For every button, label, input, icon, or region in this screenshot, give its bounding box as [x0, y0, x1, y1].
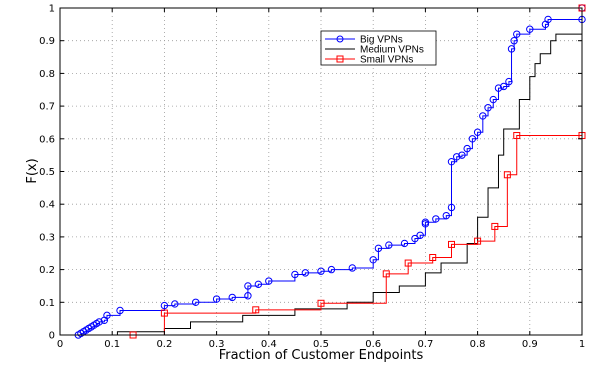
big-vpns-point [468, 135, 477, 143]
big-vpns-point [421, 218, 430, 226]
x-axis: 0 0.1 0.2 0.3 0.4 0.5 0.6 0.7 0.8 0.9 1 [57, 8, 585, 350]
small-vpns-point [503, 171, 511, 179]
small-vpns-point [474, 237, 482, 245]
y-tick-label: 0.4 [39, 200, 55, 211]
x-tick-label: 0.6 [365, 339, 381, 350]
big-vpns-point [192, 298, 200, 306]
big-vpns-point [489, 95, 497, 104]
big-vpns-point [317, 267, 325, 275]
big-vpns-point [505, 77, 513, 86]
big-vpns-point [544, 15, 552, 24]
y-tick-label: 1 [49, 4, 55, 15]
small-vpns-point [404, 259, 412, 267]
x-tick-label: 1 [579, 339, 585, 350]
big-vpns-point [95, 318, 103, 326]
legend-marker [336, 55, 344, 63]
y-tick-label: 0.5 [39, 167, 55, 178]
big-vpns-point [385, 241, 393, 249]
x-tick-label: 0.4 [261, 339, 277, 350]
y-tick-label: 0.7 [39, 102, 55, 113]
big-vpns-point [171, 300, 179, 308]
big-vpns-point [244, 292, 252, 300]
big-vpns-point [301, 269, 310, 277]
big-vpns-point [447, 157, 456, 166]
small-vpns-point [160, 309, 168, 317]
x-tick-label: 0.5 [313, 339, 329, 350]
big-vpns-point [500, 82, 508, 91]
legend-item-small-vpns: Small VPNs [325, 55, 413, 66]
y-tick-label: 0.3 [39, 232, 55, 243]
big-vpns-point [463, 144, 471, 153]
big-vpns-point [265, 277, 273, 285]
big-vpns-point [494, 84, 503, 92]
big-vpns-series [74, 4, 586, 339]
y-tick-label: 0.8 [39, 69, 55, 80]
big-vpns-point [479, 112, 487, 120]
series-layer [74, 4, 586, 339]
big-vpns-point [473, 128, 482, 136]
big-vpns-point [513, 30, 521, 38]
legend-marker [336, 35, 344, 43]
medium-vpns-line [106, 33, 582, 336]
big-vpns-point [327, 265, 336, 274]
x-tick-label: 0.3 [209, 339, 225, 350]
big-vpns-point [526, 25, 534, 33]
big-vpns-point [254, 280, 263, 289]
big-vpns-point [442, 211, 450, 220]
small-vpns-point [429, 254, 437, 262]
big-vpns-point [103, 311, 111, 320]
big-vpns-point [228, 293, 236, 302]
small-vpns-point [513, 132, 521, 140]
x-axis-title: Fraction of Customer Endpoints [219, 348, 424, 363]
y-tick-label: 0.9 [39, 36, 55, 47]
big-vpns-point [244, 282, 252, 290]
small-vpns-point [317, 299, 325, 307]
big-vpns-point [416, 231, 424, 239]
y-tick-label: 0 [49, 331, 55, 342]
small-vpns-point [491, 222, 499, 230]
legend-item-big-vpns: Big VPNs [325, 35, 403, 46]
y-tick-label: 0.6 [39, 134, 55, 145]
big-vpns-point [458, 151, 466, 159]
big-vpns-point [510, 37, 518, 45]
big-vpns-point [447, 203, 456, 212]
x-tick-label: 0.2 [156, 339, 172, 350]
big-vpns-point [212, 295, 221, 303]
y-tick-label: 0.1 [39, 298, 55, 309]
small-vpns-point [252, 306, 260, 314]
x-tick-label: 0.7 [417, 339, 433, 350]
legend-item-medium-vpns: Medium VPNs [325, 45, 424, 56]
big-vpns-point [374, 244, 383, 253]
big-vpns-line [78, 8, 583, 336]
medium-vpns-series [106, 33, 582, 336]
big-vpns-point [369, 256, 377, 264]
big-vpns-point [411, 234, 419, 243]
big-vpns-point [507, 45, 516, 53]
legend-label: Medium VPNs [360, 45, 424, 56]
small-vpns-series [129, 4, 586, 339]
big-vpns-point [116, 306, 124, 315]
big-vpns-point [348, 264, 357, 272]
x-tick-label: 0 [57, 339, 63, 350]
big-vpns-point [453, 153, 461, 161]
small-vpns-point [448, 240, 455, 248]
big-vpns-point [432, 215, 440, 223]
x-tick-label: 0.1 [104, 339, 120, 350]
big-vpns-point [160, 301, 169, 310]
x-tick-label: 0.8 [470, 339, 486, 350]
legend-label: Big VPNs [360, 35, 403, 46]
y-axis-title: F(x) [25, 158, 40, 183]
big-vpns-point [400, 239, 409, 248]
big-vpns-point [291, 270, 299, 279]
y-axis: 0 0.1 0.2 0.3 0.4 0.5 0.6 0.7 0.8 0.9 1 [39, 4, 582, 342]
small-vpns-line [133, 8, 583, 336]
legend-label: Small VPNs [360, 55, 413, 66]
x-tick-label: 0.9 [522, 339, 538, 350]
big-vpns-point [484, 104, 492, 112]
small-vpns-point [382, 270, 390, 278]
y-tick-label: 0.2 [39, 265, 55, 276]
